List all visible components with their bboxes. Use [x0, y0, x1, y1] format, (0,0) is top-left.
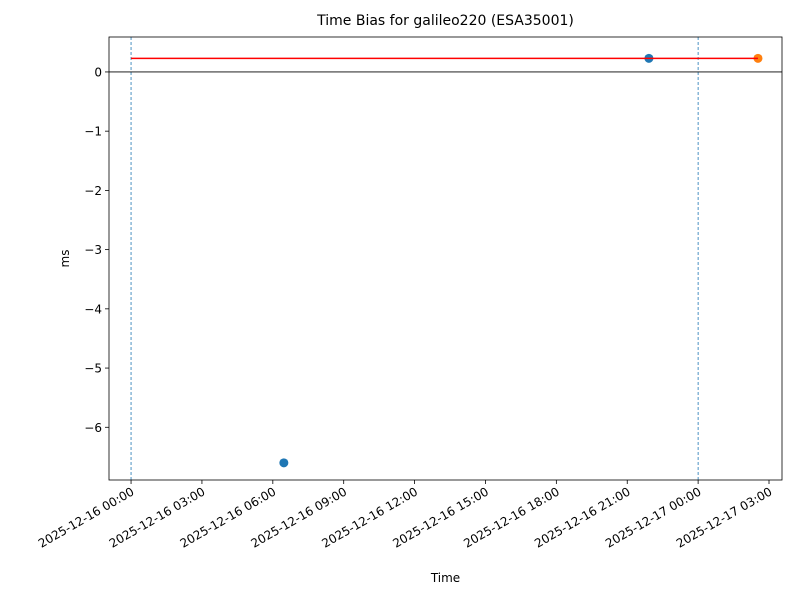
y-tick-label: −5	[84, 362, 102, 376]
plot-frame	[108, 36, 783, 481]
y-tick-label: −2	[84, 184, 102, 198]
y-tick-label: −1	[84, 125, 102, 139]
chart-title: Time Bias for galileo220 (ESA35001)	[316, 13, 574, 29]
scatter-point	[279, 458, 289, 468]
x-axis-label: Time	[430, 571, 460, 585]
y-tick-label: −4	[84, 302, 102, 316]
y-axis-label: ms	[58, 250, 72, 268]
y-tick-label: −3	[84, 243, 102, 257]
y-tick-label: −6	[84, 421, 102, 435]
y-tick-label: 0	[94, 65, 102, 79]
